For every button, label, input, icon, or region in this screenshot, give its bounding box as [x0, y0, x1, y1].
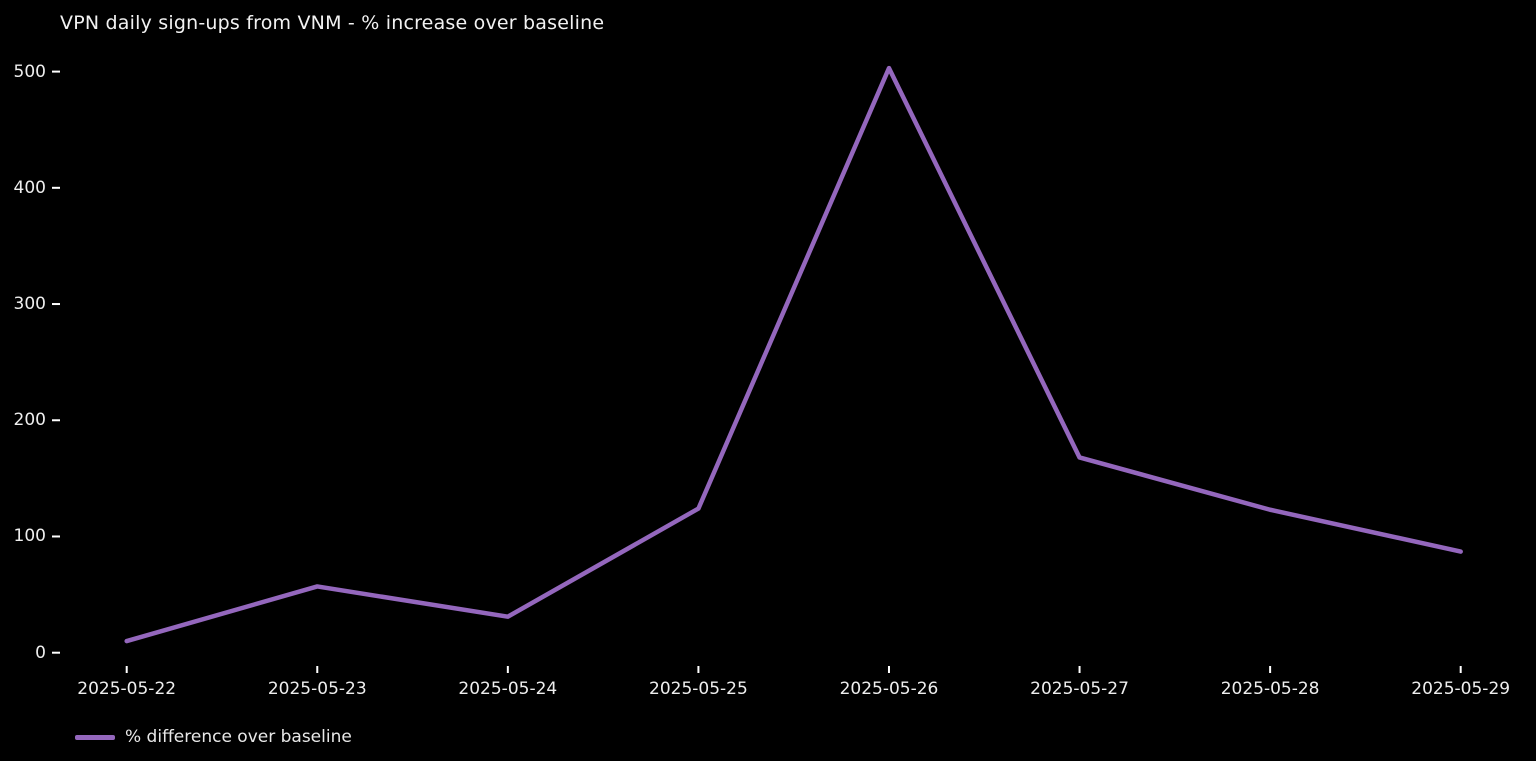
x-tick-label: 2025-05-22: [77, 679, 177, 699]
y-tick-label: 400: [13, 177, 46, 198]
legend-label: % difference over baseline: [125, 727, 352, 747]
data-line-series: [124, 65, 1463, 644]
x-tick-label: 2025-05-29: [1411, 679, 1511, 699]
y-tick-label: 0: [35, 642, 46, 663]
y-tick-label: 300: [13, 294, 46, 315]
x-tick-label: 2025-05-27: [1030, 679, 1129, 699]
legend: % difference over baseline: [75, 726, 352, 748]
x-tick-label: 2025-05-26: [839, 679, 939, 699]
x-tick-label: 2025-05-23: [267, 679, 367, 699]
x-tick-label: 2025-05-25: [649, 679, 748, 699]
y-tick-label: 200: [13, 410, 46, 431]
chart-title: VPN daily sign-ups from VNM - % increase…: [60, 12, 605, 34]
x-tick-label: 2025-05-28: [1220, 679, 1320, 699]
x-tick-label: 2025-05-24: [458, 679, 558, 699]
y-tick-label: 100: [13, 526, 46, 547]
y-tick-label: 500: [13, 61, 46, 82]
legend-line-swatch: [75, 734, 115, 740]
